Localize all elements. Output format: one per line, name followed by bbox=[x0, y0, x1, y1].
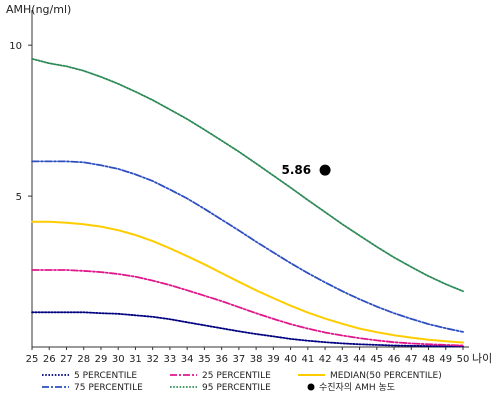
axes: AMH(ng/ml) 5 10 25 26 27 28 29 30 31 32 33 34 35 36 37 3… bbox=[6, 3, 492, 365]
x-tick-label: 29 bbox=[95, 354, 108, 365]
series-line-1 bbox=[31, 311, 464, 348]
x-tick-label: 31 bbox=[129, 354, 142, 365]
legend-label-1: 5 PERCENTILE bbox=[74, 371, 137, 381]
legend: 5 PERCENTILE 25 PERCENTILE MEDIAN(50 PERCE… bbox=[42, 371, 442, 393]
series-line-4 bbox=[31, 160, 464, 333]
legend-label-2: 25 PERCENTILE bbox=[202, 371, 271, 381]
x-tick-label: 32 bbox=[146, 354, 159, 365]
x-tick-label: 45 bbox=[370, 354, 383, 365]
legend-highlight-marker bbox=[307, 383, 315, 391]
x-tick-label: 39 bbox=[267, 354, 280, 365]
x-tick-label: 41 bbox=[301, 354, 314, 365]
legend-highlight-label: 수진자의 AMH 농도 bbox=[319, 382, 395, 393]
x-tick-label: 26 bbox=[43, 354, 56, 365]
x-tick-label: 46 bbox=[388, 354, 401, 365]
x-tick-label: 33 bbox=[164, 354, 177, 365]
legend-label-4: 75 PERCENTILE bbox=[74, 383, 143, 393]
series-line-3 bbox=[31, 220, 464, 344]
x-tick-label: 50 bbox=[457, 354, 470, 365]
x-tick-label: 48 bbox=[422, 354, 435, 365]
series-layer bbox=[31, 57, 464, 348]
x-tick-label: 30 bbox=[112, 354, 125, 365]
x-axis-title: 나이 bbox=[472, 352, 492, 365]
y-tick-label: 5 bbox=[16, 192, 22, 203]
series-line-5 bbox=[31, 57, 464, 293]
highlight-point bbox=[319, 164, 331, 176]
x-tick-label: 27 bbox=[60, 354, 73, 365]
x-tick-label: 43 bbox=[336, 354, 349, 365]
x-tick-label: 42 bbox=[319, 354, 332, 365]
x-tick-label: 28 bbox=[77, 354, 90, 365]
highlight-layer: 5.86 bbox=[281, 163, 331, 177]
x-tick-label: 35 bbox=[198, 354, 211, 365]
x-tick-label: 37 bbox=[233, 354, 246, 365]
x-tick-label: 25 bbox=[26, 354, 39, 365]
series-line-2 bbox=[31, 269, 464, 347]
x-tick-label: 36 bbox=[215, 354, 228, 365]
x-tick-label: 40 bbox=[284, 354, 297, 365]
x-tick-label: 49 bbox=[439, 354, 452, 365]
y-tick-label: 10 bbox=[9, 41, 22, 52]
x-tick-label: 44 bbox=[353, 354, 366, 365]
x-tick-label: 47 bbox=[405, 354, 418, 365]
y-axis-title: AMH(ng/ml) bbox=[6, 3, 71, 16]
legend-label-5: 95 PERCENTILE bbox=[202, 383, 271, 393]
legend-label-3: MEDIAN(50 PERCENTILE) bbox=[330, 371, 442, 381]
x-tick-label: 34 bbox=[181, 354, 194, 365]
x-tick-label: 38 bbox=[250, 354, 263, 365]
highlight-value-label: 5.86 bbox=[281, 163, 311, 177]
